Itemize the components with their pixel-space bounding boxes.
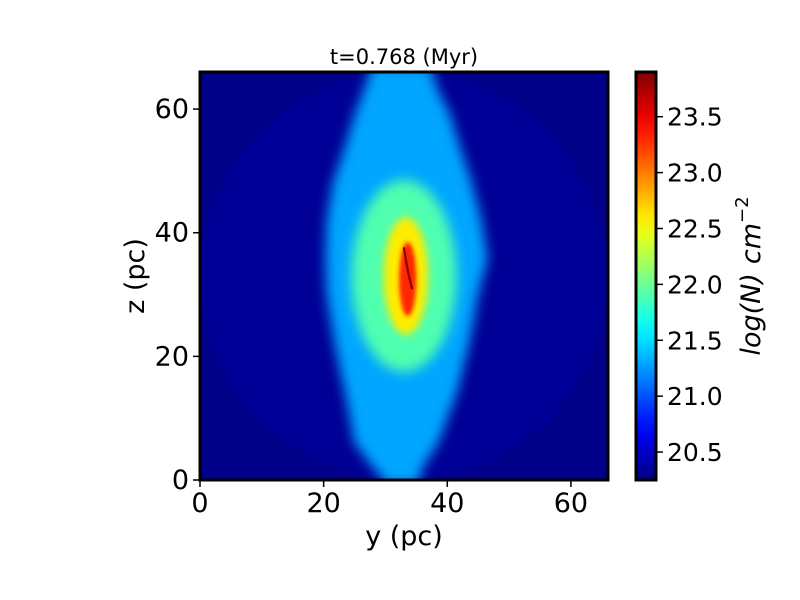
y-tick-label: 40 bbox=[155, 218, 189, 249]
colorbar-frame bbox=[634, 70, 658, 482]
colorbar-tick-label: 21.5 bbox=[667, 326, 723, 355]
colorbar-tick-label: 20.5 bbox=[667, 438, 723, 467]
heatmap-filament-spine bbox=[402, 247, 414, 290]
x-tick-label: 20 bbox=[306, 488, 340, 519]
colorbar-tick-label: 22.0 bbox=[667, 270, 723, 299]
colorbar-tick-label: 22.5 bbox=[667, 214, 723, 243]
colorbar-tick-label: 23.5 bbox=[667, 103, 723, 132]
y-axis: 0 20 40 60 bbox=[155, 94, 200, 496]
colorbar bbox=[636, 72, 656, 480]
colorbar-axis: 20.5 21.0 21.5 22.0 22.5 23.0 23.5 bbox=[656, 103, 723, 467]
heatmap-image bbox=[200, 72, 608, 480]
plot-frame bbox=[198, 70, 610, 482]
colorbar-label-exponent: −2 bbox=[732, 196, 753, 223]
x-tick-label: 0 bbox=[191, 488, 208, 519]
x-axis: 0 20 40 60 bbox=[191, 480, 588, 519]
chart-title: t=0.768 (Myr) bbox=[330, 45, 478, 69]
colorbar-label-main: log(N) bbox=[736, 273, 767, 355]
colorbar-tick-label: 21.0 bbox=[667, 382, 723, 411]
y-tick-label: 0 bbox=[172, 465, 189, 496]
x-axis-label: y (pc) bbox=[365, 521, 443, 552]
colorbar-label-unit: cm bbox=[736, 223, 767, 264]
y-tick-label: 20 bbox=[155, 341, 189, 372]
colorbar-label: log(N) cm−2 bbox=[732, 196, 767, 355]
y-axis-label: z (pc) bbox=[120, 238, 151, 314]
colorbar-tick-label: 23.0 bbox=[667, 159, 723, 188]
x-tick-label: 40 bbox=[430, 488, 464, 519]
heatmap-filament bbox=[399, 242, 417, 317]
y-tick-label: 60 bbox=[155, 94, 189, 125]
x-tick-label: 60 bbox=[554, 488, 588, 519]
